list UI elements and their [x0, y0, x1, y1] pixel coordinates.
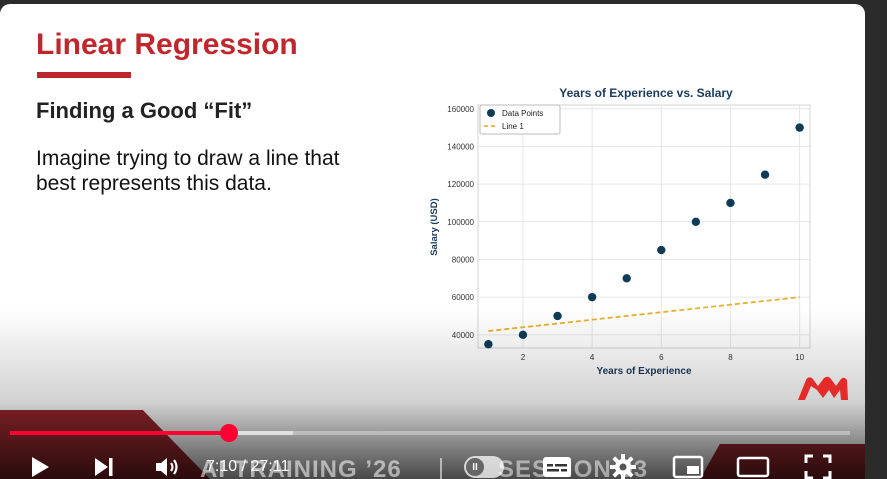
slide-body-line-1: Imagine trying to draw a line that [36, 147, 340, 170]
fullscreen-button[interactable] [800, 450, 836, 479]
y-tick-label: 140000 [447, 142, 474, 151]
y-tick-label: 60000 [452, 293, 475, 302]
chart-marks [484, 123, 804, 349]
data-point [518, 330, 528, 340]
plot-area [477, 104, 811, 349]
x-tick-label: 10 [795, 353, 804, 362]
time-display: 7:10 / 27:11 [206, 458, 289, 476]
slide-body: Imagine trying to draw a line that best … [36, 146, 416, 196]
data-point [657, 245, 666, 255]
chart-legend: Data Points Line 1 [479, 104, 561, 135]
slide-body-line-2: best represents this data. [36, 172, 272, 195]
current-time: 7:10 [206, 458, 238, 475]
volume-button[interactable] [150, 450, 186, 479]
data-point [622, 274, 631, 283]
autoplay-toggle-knob: II [466, 458, 484, 476]
data-point [553, 311, 562, 321]
fit-line [488, 296, 800, 332]
legend-label-line-1: Line 1 [502, 122, 524, 131]
scatter-chart: Years of Experience vs. Salary Years of … [429, 86, 811, 377]
miniplayer-icon [672, 455, 704, 479]
slide-subtitle: Finding a Good “Fit” [36, 98, 253, 123]
autoplay-toggle-label: II [472, 461, 478, 473]
legend-marker-data-points [487, 109, 495, 117]
chart-title: Years of Experience vs. Salary [559, 86, 733, 100]
x-tick-label: 6 [659, 353, 664, 362]
gear-icon [610, 454, 636, 479]
event-watermark: AI TRAINING ’26 [200, 456, 402, 479]
progress-played [10, 431, 230, 435]
legend-label-data-points: Data Points [502, 109, 543, 118]
autoplay-toggle[interactable]: II [464, 456, 504, 478]
next-button[interactable] [88, 450, 120, 479]
y-tick-label: 120000 [447, 180, 474, 189]
data-point [587, 292, 597, 302]
y-tick-label: 100000 [447, 218, 474, 227]
chart-ticks: 2 4 6 8 10 40000 60000 80000 100000 120000 140000 1… [447, 105, 804, 362]
title-underline [37, 72, 131, 78]
data-point [691, 217, 701, 226]
y-tick-label: 40000 [452, 331, 475, 340]
watermark-divider [440, 458, 442, 479]
chart-grid [477, 104, 811, 349]
brand-logo-icon [798, 376, 848, 400]
theater-icon [736, 456, 770, 478]
subtitles-button[interactable] [540, 450, 574, 479]
play-icon [32, 457, 49, 477]
data-point [795, 123, 804, 132]
x-tick-label: 4 [590, 353, 595, 362]
data-point [726, 198, 735, 208]
subtitles-icon [543, 457, 571, 477]
y-tick-label: 80000 [452, 255, 475, 264]
video-frame[interactable]: Linear Regression Finding a Good “Fit” I… [0, 4, 865, 479]
red-banner-decoration-right [700, 444, 865, 479]
x-tick-label: 2 [521, 353, 526, 362]
x-tick-label: 8 [728, 353, 733, 362]
chart-x-axis-label: Years of Experience [596, 366, 691, 377]
session-watermark: SESSION 03 [498, 456, 649, 479]
volume-icon [156, 458, 178, 476]
time-separator: / [237, 458, 251, 475]
data-point [760, 170, 770, 179]
legend-box [479, 104, 561, 135]
chart-y-axis-label: Salary (USD) [429, 198, 440, 256]
data-point [484, 340, 493, 349]
duration: 27:11 [250, 458, 290, 475]
slide-title: Linear Regression [36, 28, 298, 61]
play-button[interactable] [24, 450, 56, 479]
fullscreen-icon [804, 454, 832, 479]
next-icon [95, 458, 113, 476]
theater-mode-button[interactable] [734, 450, 772, 479]
miniplayer-button[interactable] [670, 450, 706, 479]
settings-button[interactable] [606, 450, 640, 479]
progress-bar[interactable] [10, 424, 850, 442]
y-tick-label: 160000 [447, 105, 474, 114]
scrubber-handle[interactable] [220, 424, 239, 442]
